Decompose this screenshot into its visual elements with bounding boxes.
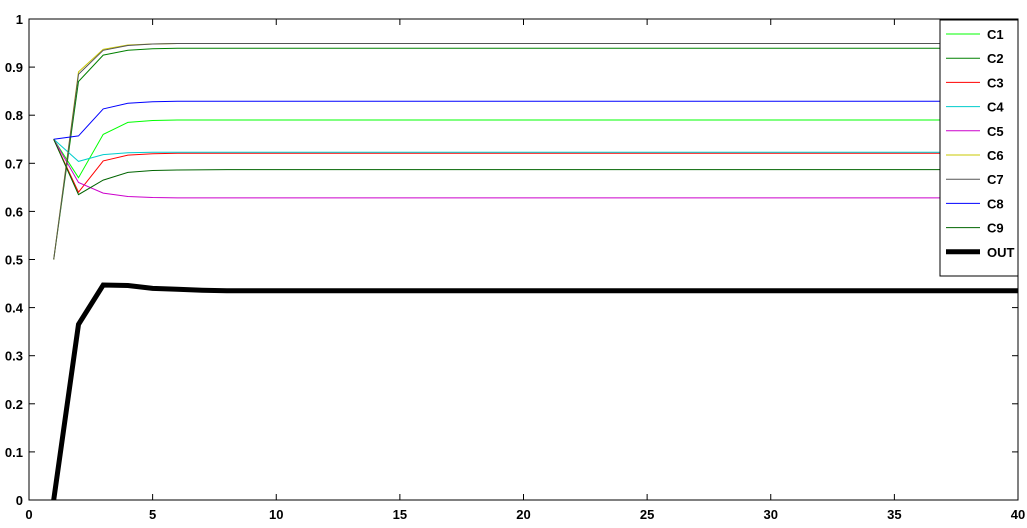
y-tick-label: 0 xyxy=(16,493,23,508)
legend-label-c4: C4 xyxy=(987,100,1004,115)
series-line-c5 xyxy=(53,139,1018,199)
legend-label-c3: C3 xyxy=(987,75,1004,90)
x-tick-label: 15 xyxy=(393,507,407,522)
x-tick-label: 40 xyxy=(1011,507,1025,522)
y-tick-label: 0.5 xyxy=(5,253,23,268)
y-tick-label: 1 xyxy=(16,12,23,27)
series-line-c9 xyxy=(53,139,1018,196)
series-line-c2 xyxy=(53,47,1018,260)
legend-box xyxy=(939,19,1019,277)
plot-frame xyxy=(28,18,1019,501)
series-line-c6 xyxy=(53,43,1018,260)
y-tick-label: 0.2 xyxy=(5,397,23,412)
series-line-c7 xyxy=(53,43,1018,260)
y-tick-label: 0.3 xyxy=(5,349,23,364)
y-tick-label: 0.4 xyxy=(5,301,24,316)
series-line-c1 xyxy=(53,119,1018,179)
series-line-c4 xyxy=(53,138,1018,162)
legend-label-out: OUT xyxy=(987,245,1015,260)
legend-label-c9: C9 xyxy=(987,221,1004,236)
axis-ticks: 0 5 10 15 20 25 30 35 40 0 0.1 0.2 0.3 0.4 0.5 0.6 0.7 0.… xyxy=(5,12,1025,522)
y-tick-label: 0.9 xyxy=(5,60,23,75)
legend-label-c5: C5 xyxy=(987,124,1004,139)
x-tick-label: 5 xyxy=(149,507,156,522)
series-lines xyxy=(51,43,1018,501)
y-tick-label: 0.7 xyxy=(5,156,23,171)
y-tick-label: 0.1 xyxy=(5,445,23,460)
legend-label-c7: C7 xyxy=(987,172,1004,187)
series-line-c8 xyxy=(53,100,1018,140)
x-tick-label: 0 xyxy=(25,507,32,522)
legend: C1 C2 C3 C4 C5 C6 C7 C8 C9 OUT xyxy=(939,19,1019,277)
legend-label-c6: C6 xyxy=(987,148,1004,163)
y-tick-label: 0.6 xyxy=(5,204,23,219)
legend-label-c8: C8 xyxy=(987,196,1004,211)
series-line-out xyxy=(51,282,1018,501)
legend-label-c1: C1 xyxy=(987,27,1004,42)
x-tick-label: 25 xyxy=(640,507,654,522)
legend-items: C1 C2 C3 C4 C5 C6 C7 C8 C9 OUT xyxy=(946,27,1015,260)
legend-label-c2: C2 xyxy=(987,51,1004,66)
series-line-c3 xyxy=(53,139,1018,194)
x-tick-label: 30 xyxy=(764,507,778,522)
x-tick-label: 10 xyxy=(269,507,283,522)
y-tick-label: 0.8 xyxy=(5,108,23,123)
x-tick-label: 35 xyxy=(887,507,901,522)
x-tick-label: 20 xyxy=(516,507,530,522)
